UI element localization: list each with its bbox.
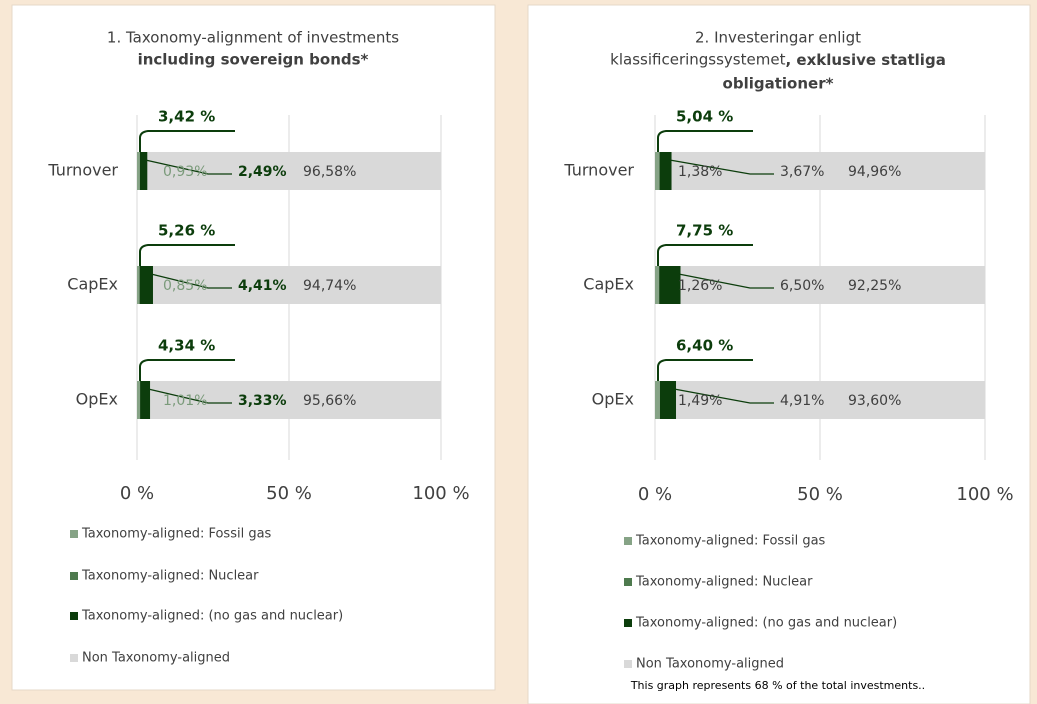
bracket — [657, 244, 753, 266]
connector — [150, 273, 232, 289]
chart-title-bold: obligationer* — [723, 75, 834, 93]
bracket — [657, 359, 753, 381]
legend-label: Taxonomy-aligned: Nuclear — [81, 569, 259, 584]
legend-label: Non Taxonomy-aligned — [82, 651, 230, 666]
legend-swatch — [624, 537, 632, 545]
y-tick-label: Turnover — [47, 161, 118, 180]
chart-title: 1. Taxonomy-alignment of investments — [107, 29, 399, 47]
bar-segment — [655, 381, 660, 419]
connector — [674, 388, 774, 404]
data-label: 1,49% — [678, 393, 722, 409]
legend-swatch — [624, 619, 632, 627]
bar-segment — [152, 266, 441, 304]
connector — [669, 159, 774, 175]
chart-title-bold: , exklusive statliga — [785, 51, 945, 69]
y-tick-label: OpEx — [592, 390, 634, 409]
connector — [148, 388, 232, 404]
x-tick-label: 50 % — [266, 483, 312, 504]
y-tick-label: CapEx — [67, 275, 118, 294]
legend-swatch — [70, 530, 78, 538]
data-label: 95,66% — [303, 393, 356, 409]
panel — [527, 4, 1031, 704]
data-label: 1,38% — [678, 164, 722, 180]
data-label: 3,33% — [238, 393, 287, 409]
data-label: 1,26% — [678, 278, 722, 294]
legend-swatch — [70, 612, 78, 620]
data-label: 3,67% — [780, 164, 824, 180]
y-tick-label: CapEx — [583, 275, 634, 294]
panel — [11, 4, 496, 691]
legend-label: Taxonomy-aligned: Nuclear — [635, 575, 813, 590]
bar-segment — [659, 266, 681, 304]
data-label: 94,74% — [303, 278, 356, 294]
legend-label: Taxonomy-aligned: Fossil gas — [81, 527, 272, 542]
total-label: 3,42 % — [158, 108, 215, 126]
bar-segment — [676, 381, 985, 419]
chart-title: 2. Investeringar enligt — [695, 29, 861, 47]
total-label: 6,40 % — [676, 337, 733, 355]
data-label: 6,50% — [780, 278, 824, 294]
x-tick-label: 0 % — [120, 483, 154, 504]
y-tick-label: Turnover — [563, 161, 634, 180]
data-label: 2,49% — [238, 164, 287, 180]
legend-swatch — [624, 578, 632, 586]
bar-segment — [655, 266, 660, 304]
data-label: 92,25% — [848, 278, 901, 294]
x-tick-label: 0 % — [638, 484, 672, 505]
bracket — [657, 130, 753, 152]
bracket — [139, 359, 235, 381]
legend-swatch — [624, 660, 632, 668]
chart-title-bold: including sovereign bonds* — [138, 51, 369, 69]
data-label: 4,41% — [238, 278, 287, 294]
bar-segment — [139, 152, 148, 190]
data-label: 96,58% — [303, 164, 356, 180]
total-label: 5,04 % — [676, 108, 733, 126]
total-label: 5,26 % — [158, 222, 215, 240]
bar-segment — [655, 152, 660, 190]
bracket — [139, 244, 235, 266]
note: This graph represents 68 % of the total … — [630, 679, 925, 692]
bar-segment — [139, 266, 153, 304]
y-tick-label: OpEx — [76, 390, 118, 409]
bar-segment — [140, 381, 151, 419]
x-tick-label: 50 % — [797, 484, 843, 505]
data-label: 1,01% — [163, 393, 207, 409]
bar-segment — [137, 266, 140, 304]
bar-segment — [671, 152, 986, 190]
bar-segment — [659, 381, 677, 419]
data-label: 94,96% — [848, 164, 901, 180]
chart: 1. Taxonomy-alignment of investments incl… — [47, 29, 469, 666]
legend-label: Taxonomy-aligned: Fossil gas — [635, 534, 826, 549]
connector — [678, 273, 774, 289]
bracket — [139, 130, 235, 152]
total-label: 4,34 % — [158, 337, 215, 355]
chart-title: klassificeringssystemet, exklusive statl… — [610, 51, 946, 69]
total-label: 7,75 % — [676, 222, 733, 240]
bar-segment — [659, 152, 672, 190]
bar-segment — [150, 381, 441, 419]
data-label: 0,93% — [163, 164, 207, 180]
bar-segment — [137, 152, 140, 190]
legend-label: Non Taxonomy-aligned — [636, 657, 784, 672]
bar-segment — [680, 266, 986, 304]
data-label: 0,85% — [163, 278, 207, 294]
data-label: 4,91% — [780, 393, 824, 409]
legend-swatch — [70, 572, 78, 580]
legend-label: Taxonomy-aligned: (no gas and nuclear) — [81, 609, 343, 624]
legend-swatch — [70, 654, 78, 662]
connector — [145, 159, 232, 175]
x-tick-label: 100 % — [956, 484, 1013, 505]
x-tick-label: 100 % — [412, 483, 469, 504]
legend-label: Taxonomy-aligned: (no gas and nuclear) — [635, 616, 897, 631]
bar-segment — [137, 381, 141, 419]
data-label: 93,60% — [848, 393, 901, 409]
chart: 2. Investeringar enligt klassificeringssy… — [563, 29, 1013, 693]
